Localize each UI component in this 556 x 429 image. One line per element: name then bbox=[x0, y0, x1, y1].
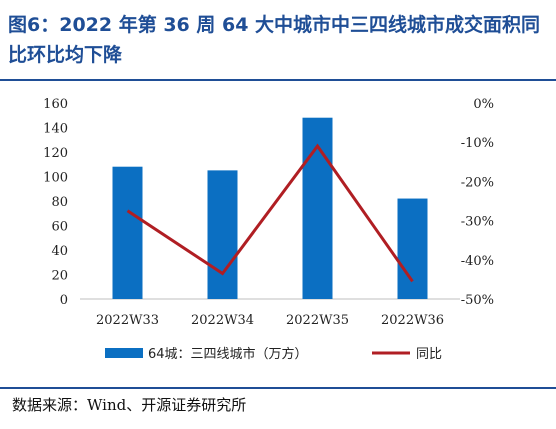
title-rule bbox=[0, 79, 556, 81]
source-note: 数据来源：Wind、开源证券研究所 bbox=[12, 396, 247, 414]
x-tick-label: 2022W34 bbox=[191, 313, 254, 328]
bar bbox=[207, 170, 238, 299]
x-tick-label: 2022W36 bbox=[381, 313, 444, 328]
figure-title: 图6：2022 年第 36 周 64 大中城市中三四线城市成交面积同比环比均下降 bbox=[8, 14, 541, 66]
x-tick-label: 2022W35 bbox=[286, 313, 349, 328]
left-tick-label: 140 bbox=[43, 122, 68, 137]
bar-series bbox=[112, 117, 428, 299]
bar bbox=[397, 198, 428, 299]
legend-line-label: 同比 bbox=[416, 347, 442, 362]
x-tick-label: 2022W33 bbox=[96, 313, 159, 328]
left-tick-label: 160 bbox=[43, 97, 68, 112]
left-axis: 160 140 120 100 80 60 40 20 0 bbox=[43, 97, 68, 308]
bar bbox=[112, 166, 143, 299]
legend-bar-label: 64城：三四线城市（万方） bbox=[148, 346, 308, 362]
x-axis-labels: 2022W33 2022W34 2022W35 2022W36 bbox=[96, 313, 444, 328]
legend-bar-swatch bbox=[105, 348, 143, 358]
right-tick-label: -10% bbox=[461, 136, 494, 151]
legend: 64城：三四线城市（万方） 同比 bbox=[105, 346, 442, 362]
left-tick-label: 40 bbox=[51, 244, 68, 259]
left-tick-label: 60 bbox=[51, 220, 68, 235]
right-tick-label: -30% bbox=[461, 215, 494, 230]
left-tick-label: 20 bbox=[51, 269, 68, 284]
left-tick-label: 0 bbox=[60, 293, 68, 308]
right-tick-label: -40% bbox=[461, 254, 494, 269]
source-rule bbox=[0, 387, 556, 389]
right-tick-label: -50% bbox=[461, 293, 494, 308]
yoy-line bbox=[126, 143, 414, 283]
right-tick-label: -20% bbox=[461, 175, 494, 190]
left-tick-label: 120 bbox=[43, 146, 68, 161]
left-tick-label: 80 bbox=[51, 195, 68, 210]
chart: 160 140 120 100 80 60 40 20 0 0% -10% -20% -30% -40%… bbox=[43, 97, 494, 362]
right-axis: 0% -10% -20% -30% -40% -50% bbox=[461, 97, 494, 308]
left-tick-label: 100 bbox=[43, 171, 68, 186]
right-tick-label: 0% bbox=[473, 97, 494, 112]
